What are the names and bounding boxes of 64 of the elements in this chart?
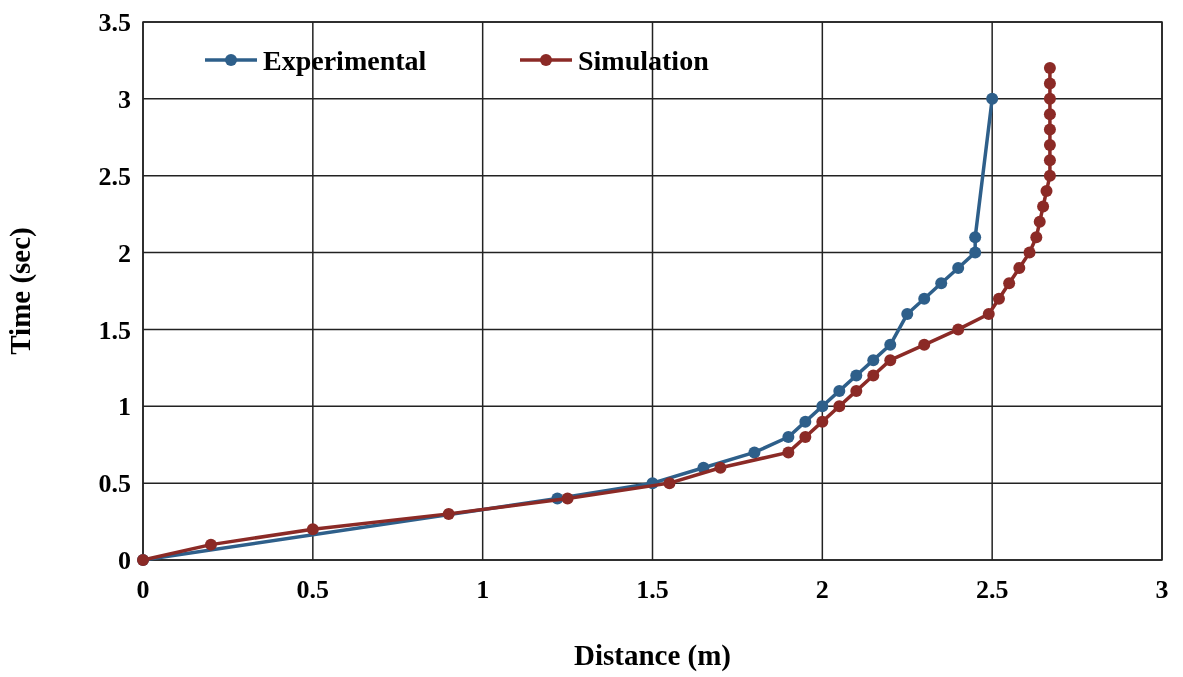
point (204, 538, 217, 551)
point (1043, 77, 1056, 90)
point (816, 400, 829, 413)
point (799, 415, 812, 428)
point (918, 292, 931, 305)
point (850, 369, 863, 382)
point (306, 523, 319, 536)
point (816, 415, 829, 428)
point (799, 431, 812, 444)
point (1043, 108, 1056, 121)
point (748, 446, 761, 459)
point (952, 261, 965, 274)
point (992, 292, 1005, 305)
y-tick-label: 1.5 (98, 315, 131, 345)
point (442, 507, 455, 520)
x-axis-title: Distance (m) (573, 639, 732, 672)
point (714, 461, 727, 474)
point (1043, 62, 1056, 75)
y-tick-label: 2 (118, 238, 131, 268)
point (1033, 215, 1046, 228)
x-tick-label: 2 (815, 575, 829, 604)
point (1040, 185, 1053, 198)
point (867, 369, 880, 382)
point (952, 323, 965, 336)
point (918, 338, 931, 351)
y-tick-label: 1 (118, 392, 131, 422)
point (833, 384, 846, 397)
point (969, 231, 982, 244)
point (1043, 92, 1056, 105)
point (850, 384, 863, 397)
point (782, 431, 795, 444)
x-tick-label: 3 (1155, 575, 1169, 604)
point (935, 277, 948, 290)
point (663, 477, 676, 490)
point (1013, 261, 1026, 274)
point (901, 308, 914, 321)
y-axis-title: Time (sec) (4, 227, 37, 355)
point (782, 446, 795, 459)
point (1043, 169, 1056, 182)
point (1023, 246, 1036, 259)
x-tick-label: 0 (136, 575, 150, 604)
point (833, 400, 846, 413)
point (986, 92, 999, 105)
point (1043, 123, 1056, 136)
y-tick-label: 0.5 (98, 469, 131, 499)
y-tick-label: 3.5 (98, 8, 131, 38)
point (1043, 154, 1056, 167)
point (884, 354, 897, 367)
x-tick-label: 0.5 (296, 575, 330, 604)
point (1030, 231, 1043, 244)
point (1043, 138, 1056, 151)
y-tick-label: 0 (118, 546, 131, 576)
point (867, 354, 880, 367)
x-tick-label: 1 (476, 575, 490, 604)
point (561, 492, 574, 505)
point (1003, 277, 1016, 290)
y-tick-label: 2.5 (98, 161, 131, 191)
point (884, 338, 897, 351)
point (969, 246, 982, 259)
x-tick-label: 2.5 (975, 575, 1009, 604)
x-tick-label: 1.5 (636, 575, 669, 604)
point (982, 308, 995, 321)
point (1037, 200, 1050, 213)
y-tick-label: 3 (118, 84, 131, 114)
